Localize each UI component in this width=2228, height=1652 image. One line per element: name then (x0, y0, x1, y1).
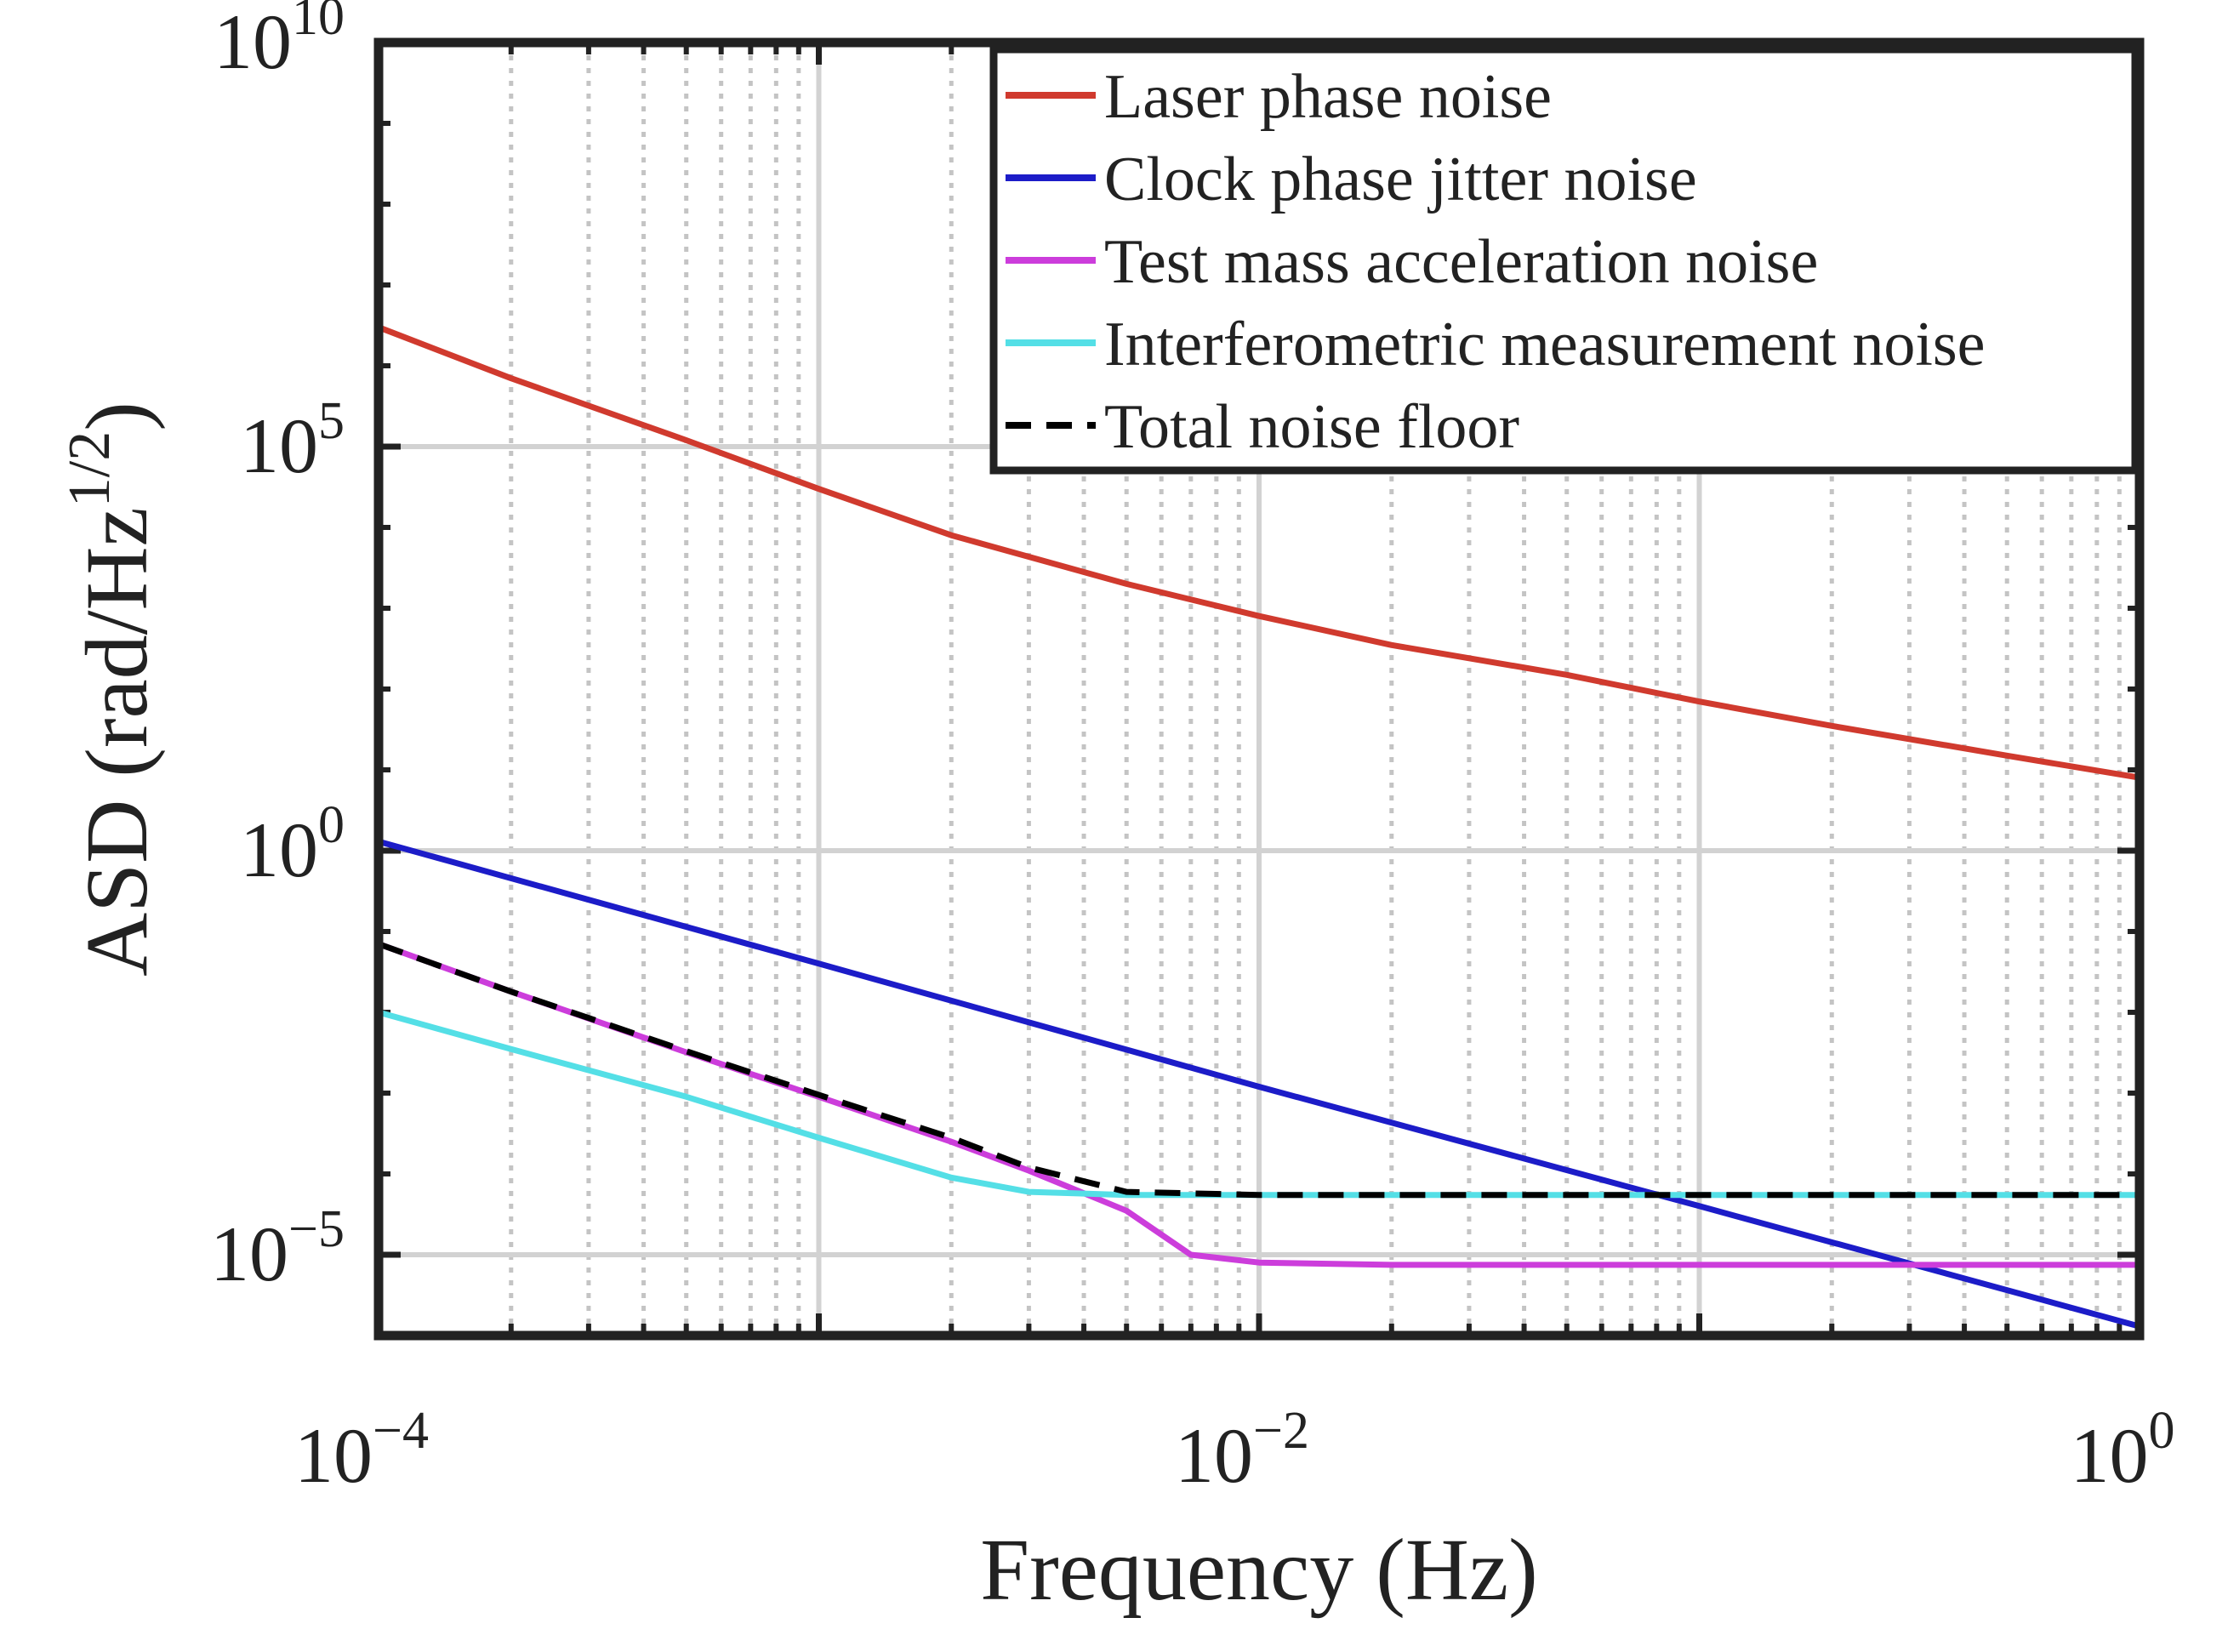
y-tick-label: 100 (240, 796, 345, 893)
x-tick-labels: 10−4 10−2 100 (294, 1402, 2174, 1499)
series-line-laser-phase-noise (379, 324, 2140, 781)
x-tick-label: 10−4 (294, 1402, 429, 1499)
plot-frame (373, 37, 2145, 1341)
tick-base: 10 (214, 0, 292, 85)
tick-exponent: 0 (318, 796, 345, 854)
tick-exponent: 10 (292, 0, 345, 46)
tick-base: 10 (240, 806, 318, 893)
series-line-interferometric-measurement-noise (379, 1009, 2140, 1199)
legend-label: Clock phase jitter noise (1104, 145, 1697, 214)
legend-label: Test mass acceleration noise (1104, 227, 1818, 297)
series-layer (379, 324, 2140, 1330)
x-tick-label: 100 (2071, 1402, 2175, 1499)
tick-exponent: 0 (2149, 1402, 2175, 1460)
legend-label: Total noise floor (1104, 392, 1519, 462)
tick-exponent: −2 (1253, 1402, 1309, 1460)
y-tick-label: 10−5 (210, 1200, 345, 1297)
tick-exponent: −5 (288, 1200, 345, 1258)
legend-label: Interferometric measurement noise (1104, 310, 1986, 379)
legend: Laser phase noise Clock phase jitter nois… (989, 45, 2140, 475)
y-axis-label: ASD (rad/Hz1/2) (57, 402, 166, 977)
tick-base: 10 (2071, 1412, 2149, 1499)
tick-base: 10 (210, 1211, 288, 1297)
y-tick-label: 1010 (214, 0, 345, 85)
series-line-clock-phase-jitter-noise (379, 838, 2140, 1330)
tick-base: 10 (294, 1412, 373, 1499)
tick-base: 10 (240, 402, 318, 489)
x-axis-label: Frequency (Hz) (980, 1521, 1537, 1619)
x-tick-label: 10−2 (1175, 1402, 1309, 1499)
tick-base: 10 (1175, 1412, 1253, 1499)
tick-exponent: 5 (318, 392, 345, 450)
y-tick-label: 105 (240, 392, 345, 489)
legend-label: Laser phase noise (1104, 62, 1552, 132)
tick-exponent: −4 (373, 1402, 429, 1460)
legend-box (989, 45, 2140, 475)
